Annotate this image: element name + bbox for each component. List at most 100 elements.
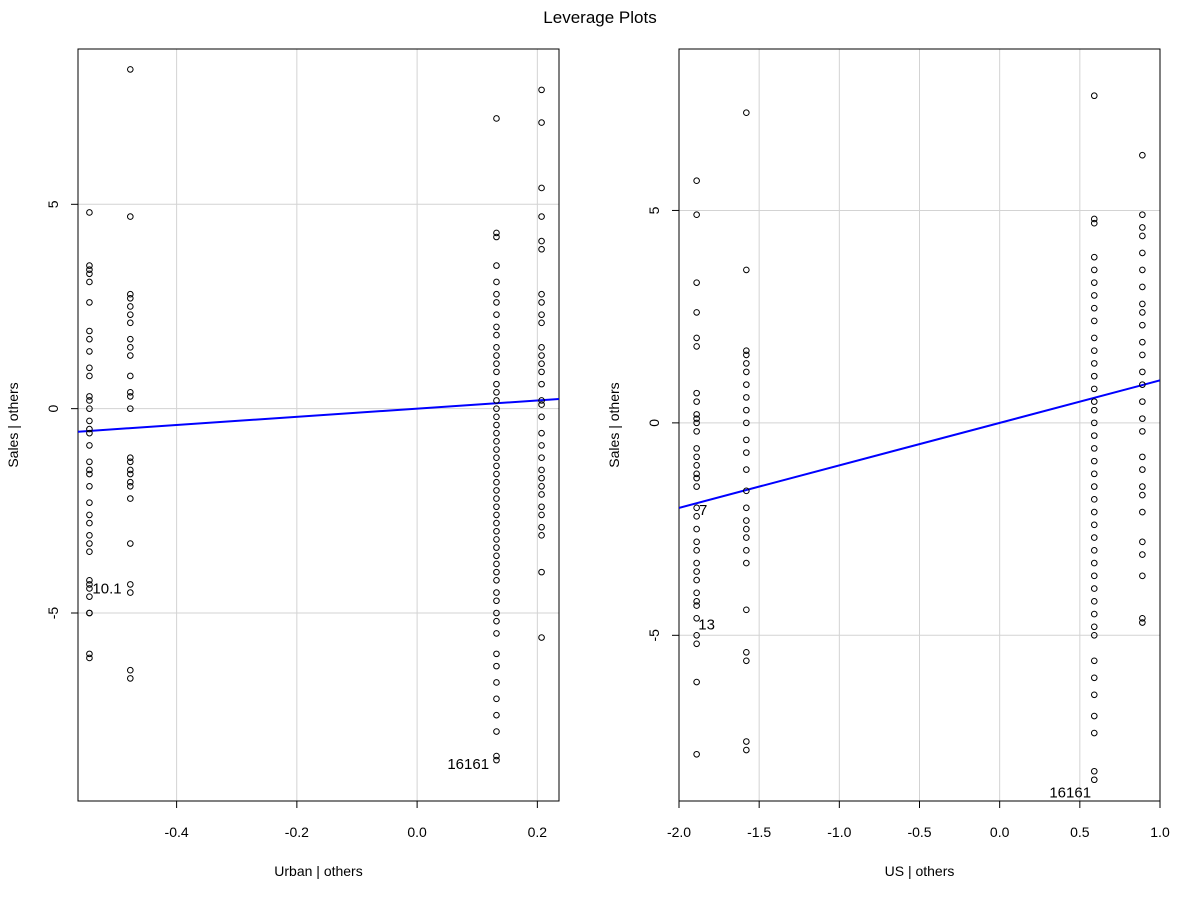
data-point [693,547,700,554]
data-point [493,429,500,437]
data-point [743,394,750,401]
data-point [1090,598,1098,605]
data-point [538,319,545,327]
point-label: 16161 [447,756,489,773]
data-point [86,609,93,617]
data-point [127,393,134,400]
data-point [1139,398,1146,405]
data-point [1090,266,1098,274]
data-point [538,568,545,576]
x-tick-label: -1.5 [747,824,771,840]
data-point [493,421,500,429]
data-point [493,527,500,535]
data-point [743,351,750,359]
data-point [693,513,700,520]
y-tick-label: -5 [45,607,61,620]
data-point [1090,496,1098,503]
data-point [86,548,93,555]
data-point [493,323,500,331]
data-point [493,438,500,445]
data-point [493,728,500,735]
data-point [1090,559,1098,567]
data-point [1090,292,1098,299]
data-point [538,352,545,359]
data-point [493,413,500,421]
data-point [1139,453,1146,461]
data-point [493,679,500,686]
data-point [493,503,500,511]
data-point [493,352,500,359]
data-point [1139,338,1146,346]
x-tick-label: 0.5 [1070,824,1090,840]
data-point [538,245,545,253]
data-point [493,397,500,404]
data-point [743,360,750,367]
y-axis-label: Sales | others [5,382,21,467]
data-point [127,466,134,474]
data-point [86,429,93,437]
data-point [743,466,750,473]
data-point [127,458,134,466]
data-point [538,368,545,376]
y-tick-label: 5 [45,200,61,208]
data-point [743,746,750,754]
data-point [693,343,700,350]
data-point [86,397,93,404]
data-point [1139,266,1146,274]
data-point [86,405,93,412]
data-point [86,425,93,433]
data-point [693,474,700,482]
data-point [493,752,500,760]
data-point [86,470,93,478]
data-point [493,650,500,658]
data-point [1090,508,1098,516]
data-point [493,233,500,241]
data-point [1139,415,1146,422]
data-point [86,585,93,592]
data-point [127,213,134,220]
data-point [1139,283,1146,291]
data-point [1090,547,1098,554]
page-title: Leverage Plots [543,8,657,27]
data-point [493,380,500,388]
data-point [493,519,500,527]
data-point [693,559,700,567]
data-point [1090,419,1098,427]
data-point [127,540,134,547]
data-point [693,483,700,490]
data-point [493,331,500,339]
data-point [1090,632,1098,639]
data-point [743,449,750,456]
data-point [493,495,500,502]
data-point [1139,508,1146,516]
data-point [1139,551,1146,558]
data-point [538,491,545,498]
point-label: 7 [699,502,707,519]
data-point [538,237,545,245]
data-point [86,270,93,278]
data-point [86,372,93,380]
data-point [1139,309,1146,316]
data-point [1090,279,1098,286]
data-point [127,372,134,380]
data-point [493,115,500,122]
data-point [743,559,750,567]
data-point [693,462,700,469]
data-point [493,454,500,461]
data-point [1090,729,1098,737]
data-point [493,344,500,351]
data-point [1090,572,1098,580]
data-point [86,593,93,600]
x-tick-label: 0.0 [407,824,427,840]
data-point [693,525,700,533]
y-tick-label: 0 [646,419,662,427]
data-point [1090,215,1098,223]
point-label: 16161 [1049,785,1091,802]
data-point [1090,253,1098,261]
data-point [493,711,500,719]
data-point [693,568,700,575]
data-point [538,86,545,94]
data-point [693,211,700,218]
data-point [538,523,545,531]
data-point [1090,347,1098,354]
